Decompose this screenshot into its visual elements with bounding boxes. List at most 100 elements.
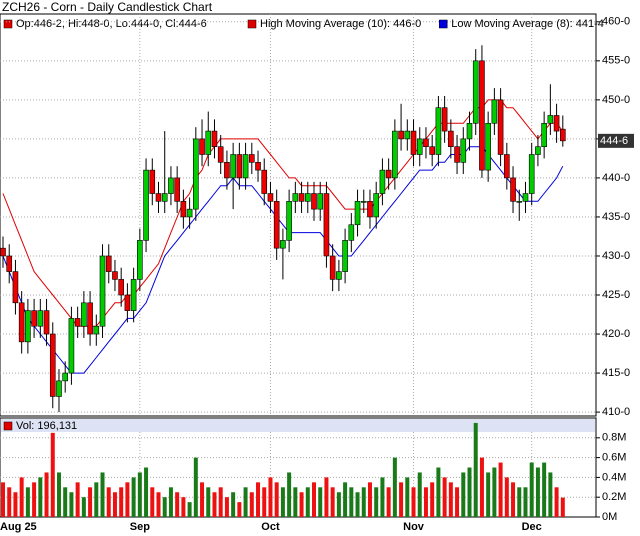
volume-bar — [405, 477, 410, 517]
volume-bar — [25, 487, 30, 517]
candle-body — [336, 271, 342, 280]
candle-body — [559, 128, 566, 142]
volume-bar — [63, 487, 68, 517]
volume-bar — [1, 482, 5, 517]
candle-body — [205, 130, 212, 155]
volume-bar — [187, 502, 192, 517]
volume-bar — [386, 487, 391, 517]
volume-bar — [44, 472, 49, 517]
candle-body — [410, 130, 417, 155]
legend-label: High Moving Average (10): 446-0 — [260, 18, 421, 30]
candle-body — [43, 310, 50, 335]
candle-body — [155, 193, 162, 202]
candle-body — [398, 130, 404, 140]
candle-body — [528, 154, 535, 194]
candle-body — [217, 146, 224, 163]
candle-body — [180, 201, 187, 218]
candle-body — [435, 107, 442, 155]
candle-body — [273, 201, 280, 249]
volume-bar — [517, 487, 522, 517]
x-tick-label: Dec — [522, 521, 542, 533]
candle-body — [99, 255, 106, 327]
candle-body — [441, 107, 448, 132]
candle-body — [522, 193, 529, 202]
y-tick-label: 455-0 — [602, 55, 630, 67]
volume-bar — [168, 487, 173, 517]
volume-label: Vol: 196,131 — [16, 420, 77, 432]
candle-body — [193, 138, 199, 210]
candle-body — [367, 201, 373, 218]
y-tick-label: 450-0 — [602, 94, 630, 106]
volume-bar — [305, 487, 310, 517]
candle-body — [105, 255, 112, 272]
ohlc-label: Op:446-2, Hi:448-0, Lo:444-0, Cl:444-6 — [16, 18, 207, 30]
volume-bar — [156, 492, 161, 517]
y-tick-label: 435-0 — [602, 211, 630, 223]
candle-body — [230, 154, 236, 179]
y-tick-label: 0M — [602, 511, 617, 523]
y-tick-label: 410-0 — [602, 406, 630, 418]
volume-bar — [312, 482, 316, 517]
volume-bar — [367, 482, 372, 517]
y-tick-label: 0.8M — [602, 432, 626, 444]
y-tick-label: 425-0 — [602, 289, 630, 301]
volume-bar — [231, 492, 236, 517]
candle-body — [87, 302, 93, 335]
volume-bar — [554, 487, 559, 517]
candle-body — [491, 99, 498, 124]
volume-bar — [268, 477, 273, 517]
candle-body — [224, 162, 230, 179]
x-tick-label: Sep — [130, 521, 150, 533]
volume-bar — [206, 487, 211, 517]
candle-body — [31, 310, 37, 327]
volume-bar — [274, 482, 279, 517]
volume-bar — [535, 467, 540, 517]
volume-bar — [455, 487, 460, 517]
candle-body — [236, 154, 243, 179]
volume-bar — [94, 482, 99, 517]
volume-bar — [38, 477, 43, 517]
candle-body — [485, 122, 491, 171]
volume-bar — [399, 482, 404, 517]
chart-title: ZCH26 - Corn - Daily Candlestick Chart — [2, 0, 213, 14]
candle-body — [535, 146, 541, 155]
volume-bar — [131, 477, 136, 517]
volume-bar — [355, 492, 360, 517]
volume-bar — [417, 472, 422, 517]
candle-body — [143, 169, 149, 241]
candle-body — [68, 318, 75, 374]
candle-body — [292, 193, 299, 202]
volume-bar — [486, 472, 491, 517]
candle-body — [74, 318, 81, 327]
candle-body — [360, 201, 367, 203]
volume-bar — [498, 462, 503, 517]
legend-swatch — [247, 19, 257, 29]
volume-bar — [392, 457, 397, 517]
candle-body — [286, 201, 292, 241]
candle-body — [553, 115, 560, 132]
candle-body — [49, 333, 56, 397]
legend-swatch — [438, 19, 448, 29]
volume-panel — [0, 417, 597, 518]
candle-body — [137, 240, 143, 280]
candle-body — [454, 146, 460, 163]
volume-bar — [100, 472, 105, 517]
candle-body — [267, 193, 274, 202]
candle-body — [423, 138, 429, 147]
candle-body — [317, 193, 324, 210]
volume-bar — [343, 482, 348, 517]
volume-bar — [56, 472, 61, 517]
volume-bar — [144, 467, 149, 517]
candle-body — [329, 255, 336, 280]
candle-body — [6, 255, 13, 272]
price-panel — [0, 13, 597, 417]
volume-bar — [461, 472, 466, 517]
volume-bar — [324, 477, 329, 517]
volume-bar — [318, 487, 323, 517]
candle-body — [323, 193, 330, 257]
volume-bar — [523, 487, 528, 517]
x-tick-label: Nov — [403, 521, 425, 533]
candle-body — [249, 154, 255, 163]
